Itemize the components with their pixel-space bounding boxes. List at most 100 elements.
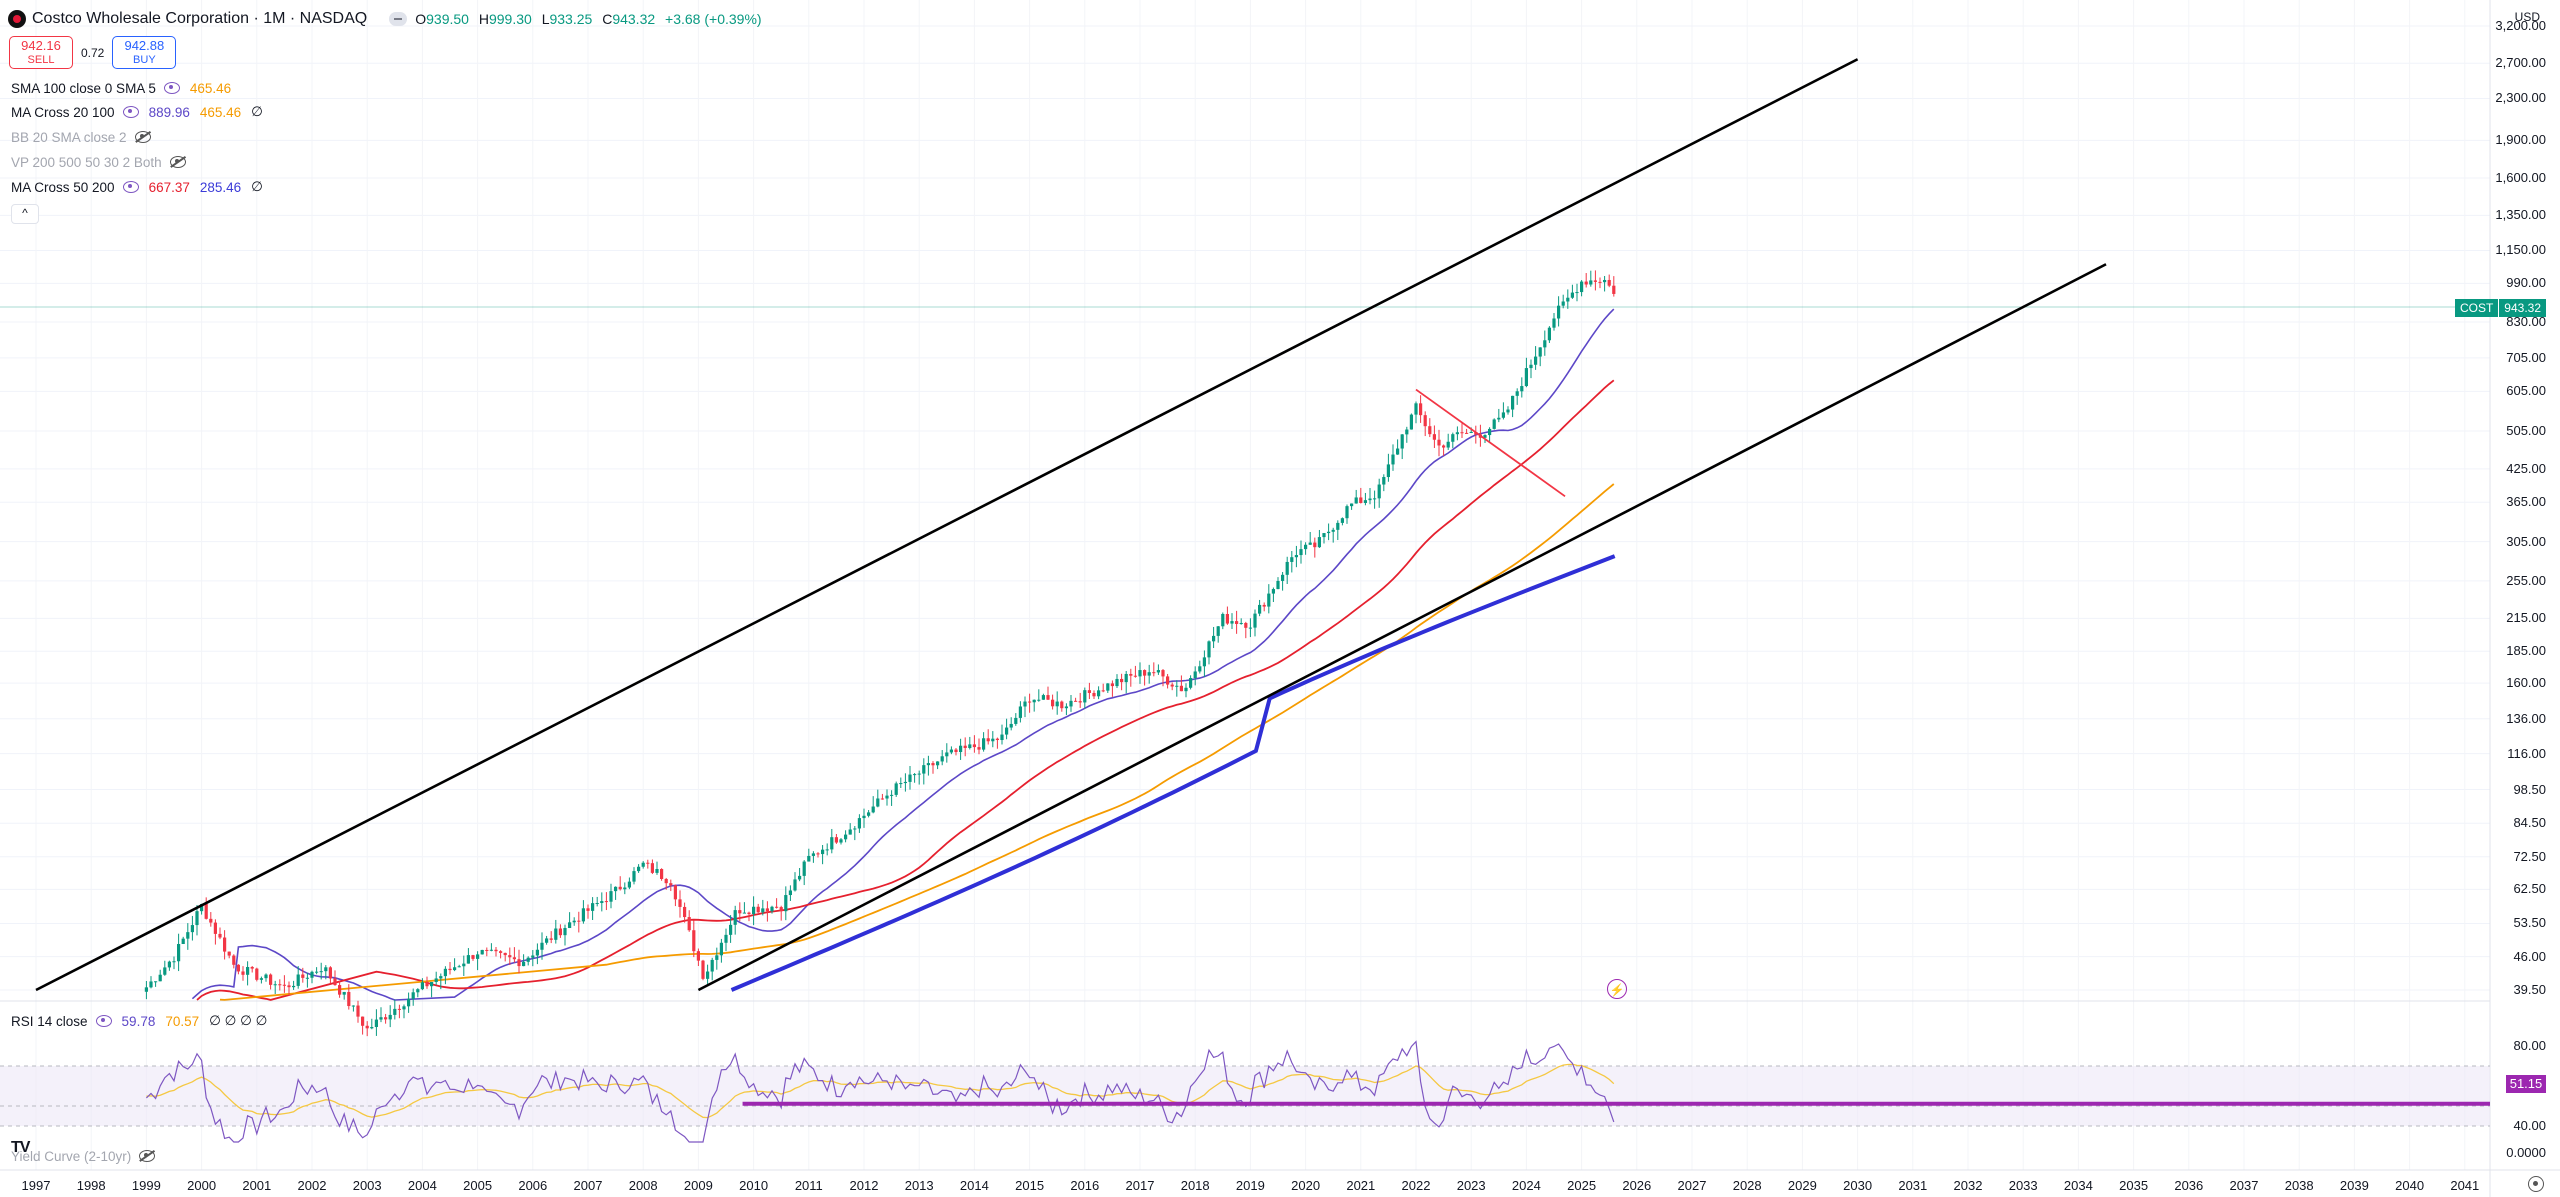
candle-body bbox=[940, 756, 944, 762]
legend-vp[interactable]: VP 200 500 50 30 2 Both bbox=[11, 152, 196, 172]
candle-body bbox=[1391, 454, 1395, 465]
candle-body bbox=[1322, 533, 1326, 538]
candle-body bbox=[305, 977, 309, 979]
candle-body bbox=[246, 966, 250, 975]
rsi-axis-label: 40.00 bbox=[2513, 1118, 2546, 1133]
candle-body bbox=[894, 783, 898, 795]
candle-body bbox=[278, 984, 282, 986]
candle-body bbox=[1009, 723, 1013, 728]
time-label: 2029 bbox=[1787, 1178, 1817, 1193]
trendlines[interactable] bbox=[35, 58, 2107, 992]
candle-body bbox=[1543, 340, 1547, 348]
candle-body bbox=[296, 974, 300, 986]
gear-icon[interactable] bbox=[2528, 1176, 2544, 1192]
candle-body bbox=[558, 928, 562, 936]
eye-hidden-icon[interactable] bbox=[169, 156, 186, 168]
candle-body bbox=[880, 798, 884, 800]
price-label: 84.50 bbox=[2513, 815, 2546, 831]
legend-ma-cross-20-100[interactable]: MA Cross 20 100 889.96 465.46 ∅ bbox=[11, 102, 273, 122]
candle-body bbox=[273, 984, 277, 986]
legend-ma-cross-50-200[interactable]: MA Cross 50 200 667.37 285.46 ∅ bbox=[11, 177, 273, 197]
candle-body bbox=[1294, 555, 1298, 558]
candle-body bbox=[1561, 301, 1565, 306]
candle-body bbox=[374, 1019, 378, 1028]
candle-body bbox=[250, 966, 254, 969]
candle-body bbox=[1198, 666, 1202, 672]
time-label: 2008 bbox=[628, 1178, 658, 1193]
currency-label[interactable]: USD bbox=[2514, 10, 2540, 24]
settings-icon[interactable] bbox=[163, 82, 180, 94]
settings-icon[interactable] bbox=[95, 1015, 112, 1027]
candle-body bbox=[908, 774, 912, 782]
candle-body bbox=[982, 738, 986, 750]
candle-body bbox=[397, 1008, 401, 1010]
candle-body bbox=[255, 968, 259, 980]
candle-body bbox=[972, 744, 976, 748]
buy-button[interactable]: 942.88 BUY bbox=[112, 36, 177, 69]
time-label: 2010 bbox=[739, 1178, 769, 1193]
candle-body bbox=[453, 967, 457, 971]
time-label: 2001 bbox=[242, 1178, 272, 1193]
legend-bb[interactable]: BB 20 SMA close 2 bbox=[11, 127, 161, 147]
candle-body bbox=[526, 957, 530, 962]
candle-body bbox=[1216, 626, 1220, 636]
candle-body bbox=[292, 985, 296, 988]
candle-body bbox=[770, 906, 774, 912]
collapse-pill-icon[interactable] bbox=[389, 12, 408, 26]
candle-body bbox=[1524, 368, 1528, 387]
price-label: 990.00 bbox=[2506, 275, 2546, 291]
candle-body bbox=[1156, 670, 1160, 673]
candle-body bbox=[310, 971, 314, 978]
price-label: 98.50 bbox=[2513, 781, 2546, 797]
candle-body bbox=[926, 763, 930, 766]
rsi-axis-label: 80.00 bbox=[2513, 1038, 2546, 1053]
candle-body bbox=[1138, 670, 1142, 677]
candle-body bbox=[1552, 318, 1556, 328]
eye-hidden-icon[interactable] bbox=[134, 131, 151, 143]
rsi-legend[interactable]: RSI 14 close 59.78 70.57 ∅ ∅ ∅ ∅ bbox=[11, 1011, 277, 1031]
yield-curve-legend[interactable]: Yield Curve (2-10yr) bbox=[11, 1146, 165, 1166]
ma-50-line bbox=[196, 379, 1615, 1001]
time-label: 2018 bbox=[1180, 1178, 1210, 1193]
time-label: 2004 bbox=[407, 1178, 437, 1193]
candle-body bbox=[1547, 327, 1551, 341]
settings-icon[interactable] bbox=[122, 106, 139, 118]
candle-body bbox=[1386, 464, 1390, 478]
candle-body bbox=[439, 976, 443, 979]
candle-body bbox=[609, 891, 613, 902]
candle-body bbox=[747, 912, 751, 915]
candle-body bbox=[1488, 428, 1492, 436]
lightning-icon[interactable]: ⚡ bbox=[1607, 979, 1627, 999]
grid-lines bbox=[0, 0, 2490, 1170]
tradingview-logo-icon[interactable]: TV bbox=[11, 1139, 30, 1156]
candle-body bbox=[1014, 717, 1018, 724]
last-price-value: 943.32 bbox=[2499, 299, 2546, 317]
symbol-title[interactable]: Costco Wholesale Corporation · 1M · NASD… bbox=[32, 10, 368, 27]
candle-body bbox=[1129, 673, 1133, 676]
candle-body bbox=[1354, 497, 1358, 504]
candle-body bbox=[1340, 518, 1344, 523]
candle-body bbox=[379, 1017, 383, 1020]
indicator-name: MA Cross 20 100 bbox=[11, 104, 115, 120]
candle-body bbox=[788, 890, 792, 896]
candle-body bbox=[963, 745, 967, 749]
legend-sma-100[interactable]: SMA 100 close 0 SMA 5 465.46 bbox=[11, 78, 241, 98]
settings-icon[interactable] bbox=[122, 181, 139, 193]
candle-body bbox=[913, 774, 917, 776]
indicator-value: 285.46 bbox=[199, 179, 242, 195]
candle-body bbox=[1304, 544, 1308, 550]
candle-body bbox=[232, 955, 236, 965]
indicator-value: ∅ bbox=[251, 104, 263, 119]
candle-body bbox=[393, 1008, 397, 1015]
candle-body bbox=[1317, 537, 1321, 548]
candle-body bbox=[954, 749, 958, 753]
collapse-legend-button[interactable]: ^ bbox=[11, 204, 39, 224]
candle-body bbox=[177, 943, 181, 962]
eye-hidden-icon[interactable] bbox=[139, 1150, 156, 1162]
candle-body bbox=[1382, 477, 1386, 485]
sell-label: SELL bbox=[27, 53, 55, 66]
candle-body bbox=[351, 1005, 355, 1007]
sell-button[interactable]: 942.16 SELL bbox=[9, 36, 73, 69]
rsi-extra: ∅ ∅ ∅ ∅ bbox=[209, 1013, 268, 1028]
